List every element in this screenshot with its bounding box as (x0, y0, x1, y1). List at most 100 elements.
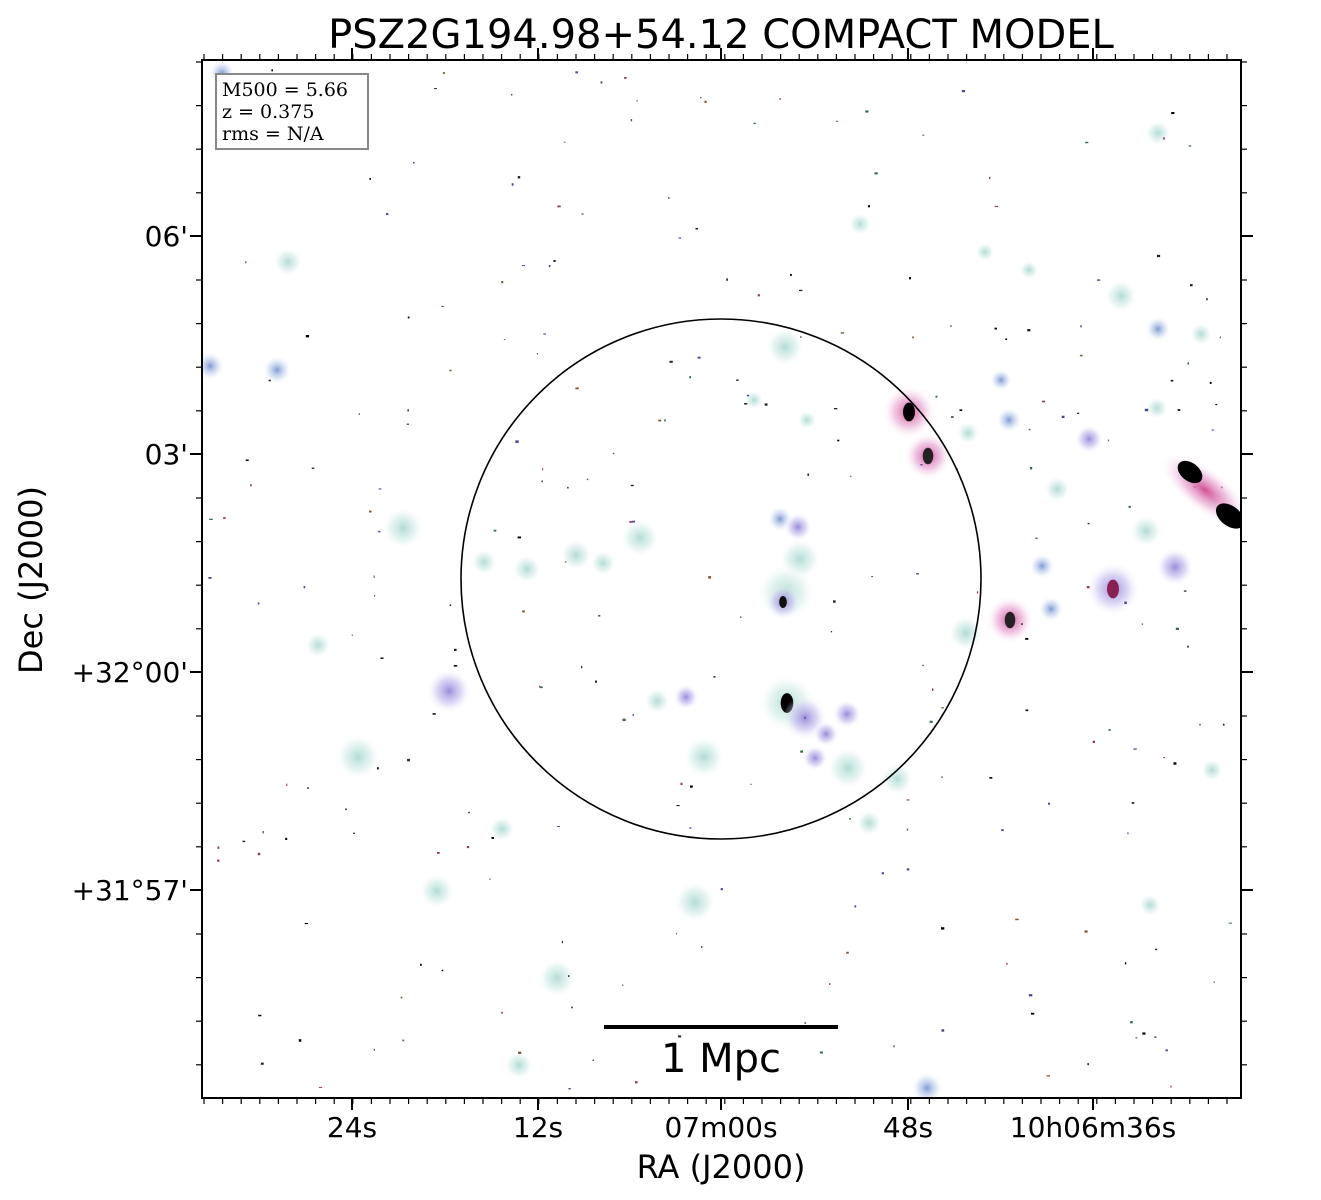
scale-bar-label: 1 Mpc (661, 1036, 781, 1082)
noise-speck (740, 616, 742, 618)
source-halo (1038, 596, 1064, 622)
noise-speck (790, 273, 792, 276)
noise-speck (941, 776, 943, 778)
noise-speck (406, 423, 409, 425)
source-halo (1105, 280, 1137, 312)
noise-speck (434, 88, 437, 90)
noise-speck (922, 134, 925, 136)
noise-speck (567, 486, 569, 489)
noise-speck (1173, 762, 1177, 765)
noise-speck (708, 576, 712, 579)
noise-speck (400, 996, 403, 999)
noise-speck (690, 785, 693, 788)
noise-speck (298, 1039, 302, 1042)
noise-speck (557, 826, 560, 827)
noise-speck (1142, 1032, 1146, 1035)
noise-speck (830, 631, 833, 633)
noise-speck (906, 828, 909, 831)
noise-speck (1027, 329, 1031, 332)
noise-speck (561, 940, 563, 944)
noise-speck (217, 859, 220, 862)
noise-speck (304, 923, 309, 925)
source-halo (1145, 396, 1169, 420)
noise-speck (941, 707, 944, 709)
noise-speck (257, 852, 261, 856)
noise-speck (1092, 740, 1095, 743)
noise-speck (909, 277, 911, 280)
noise-speck (598, 615, 601, 617)
source-layer (202, 60, 1224, 1098)
noise-speck (804, 1022, 806, 1024)
source-halo (1029, 553, 1055, 579)
noise-speck (976, 591, 979, 594)
noise-speck (543, 333, 546, 335)
noise-speck (380, 657, 384, 659)
noise-speck (632, 520, 636, 523)
noise-speck (1006, 962, 1008, 965)
noise-speck (378, 530, 381, 533)
noise-speck (369, 510, 372, 513)
noise-speck (493, 529, 497, 532)
source-core (1004, 611, 1016, 629)
noise-speck (746, 394, 750, 397)
noise-speck (407, 316, 410, 319)
noise-speck (893, 1045, 895, 1048)
scale-bar: 1 Mpc (604, 1025, 838, 1082)
source-halo (537, 958, 577, 998)
noise-speck (369, 177, 371, 180)
source-halo (620, 518, 660, 558)
noise-speck (874, 172, 878, 175)
noise-speck (994, 205, 998, 208)
noise-speck (629, 521, 633, 523)
noise-speck (1030, 1012, 1035, 1015)
source-halo (832, 699, 862, 729)
noise-speck (539, 686, 543, 689)
noise-speck (1188, 145, 1192, 147)
noise-speck (950, 325, 952, 327)
source-halo (419, 873, 455, 909)
noise-speck (636, 100, 638, 102)
noise-speck (542, 468, 544, 471)
noise-speck (581, 665, 583, 669)
noise-speck (571, 1006, 573, 1009)
noise-speck (586, 478, 589, 481)
source-halo (335, 734, 381, 780)
y-axis-label: Dec (J2000) (12, 486, 50, 674)
noise-speck (1046, 1075, 1050, 1077)
noise-speck (358, 413, 360, 415)
noise-speck (1187, 645, 1189, 648)
noise-speck (678, 237, 682, 239)
axis-ticks (190, 48, 1253, 1110)
source-halo (827, 747, 869, 789)
noise-speck (303, 586, 306, 589)
noise-speck (1005, 338, 1008, 340)
x-tick-label: 12s (513, 1111, 563, 1144)
noise-speck (1165, 1049, 1168, 1052)
noise-speck (865, 110, 869, 113)
noise-speck (689, 827, 692, 829)
info-line-rms: rms = N/A (222, 123, 324, 145)
source-halo (674, 881, 716, 923)
noise-speck (522, 610, 525, 613)
noise-speck (1154, 1036, 1157, 1038)
source-halo (1145, 120, 1171, 146)
noise-speck (503, 339, 506, 341)
cluster-aperture-circle (460, 318, 982, 840)
noise-speck (1028, 428, 1031, 431)
noise-speck (1215, 404, 1218, 406)
noise-speck (920, 464, 923, 466)
noise-speck (345, 808, 347, 811)
noise-speck (941, 1029, 945, 1032)
noise-speck (373, 575, 375, 578)
noise-speck (1029, 467, 1033, 470)
noise-speck (668, 197, 670, 199)
noise-speck (1001, 829, 1004, 832)
noise-speck (353, 832, 355, 834)
noise-speck (799, 289, 803, 292)
noise-speck (835, 120, 839, 122)
info-line-redshift: z = 0.375 (222, 101, 314, 123)
noise-speck (432, 713, 436, 715)
source-halo (996, 407, 1022, 433)
noise-speck (630, 484, 634, 487)
noise-speck (1170, 1085, 1172, 1088)
